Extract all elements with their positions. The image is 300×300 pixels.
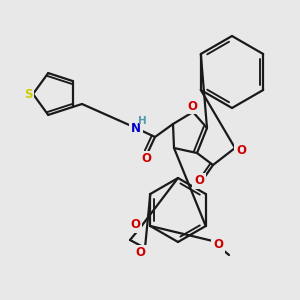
Text: O: O (141, 152, 151, 166)
Text: O: O (130, 218, 140, 232)
Text: O: O (135, 247, 145, 260)
Text: O: O (236, 143, 246, 157)
Text: N: N (131, 122, 141, 134)
Text: S: S (24, 88, 32, 100)
Text: O: O (213, 238, 223, 251)
Text: O: O (194, 175, 204, 188)
Text: H: H (138, 116, 146, 126)
Text: O: O (187, 100, 197, 112)
